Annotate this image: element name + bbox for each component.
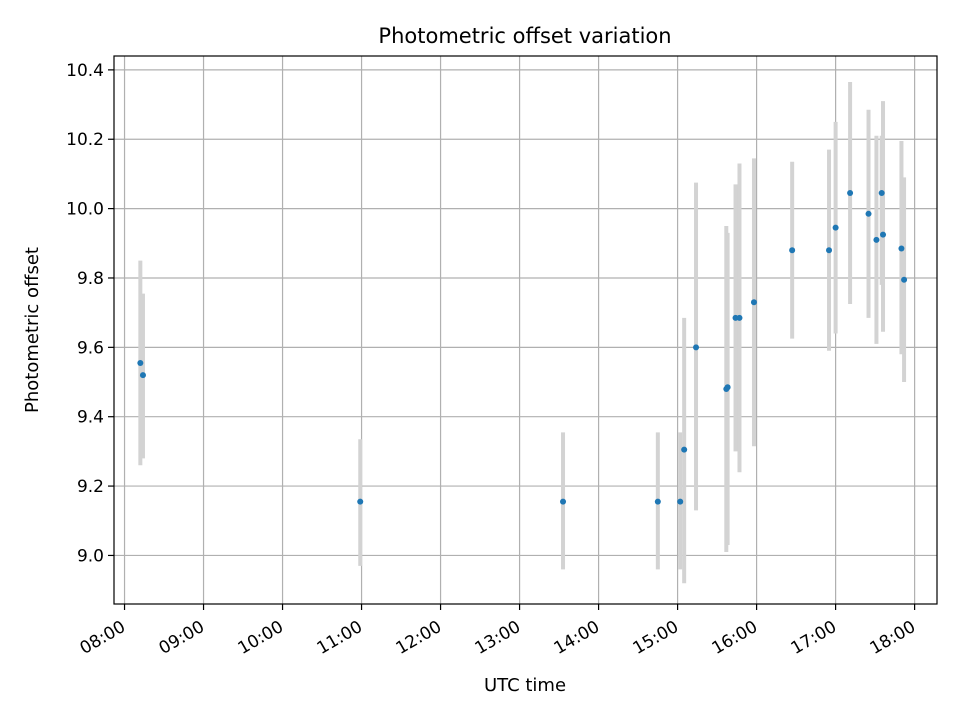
y-tick-label: 10.4 <box>66 61 104 81</box>
data-point <box>693 344 700 351</box>
y-axis-ticks: 9.0 9.2 9.4 9.6 9.8 10.0 10.2 10.4 <box>66 61 114 566</box>
x-axis-label: UTC time <box>484 675 566 696</box>
y-tick-label: 9.8 <box>77 269 104 289</box>
data-point <box>357 498 364 505</box>
x-tick-label: 10:00 <box>235 617 287 659</box>
data-point <box>560 498 567 505</box>
y-tick-label: 9.0 <box>77 546 104 566</box>
data-point <box>847 190 854 196</box>
x-tick-label: 15:00 <box>630 617 682 659</box>
data-point <box>832 224 839 231</box>
data-point <box>654 498 661 505</box>
data-point <box>681 446 688 453</box>
data-point <box>898 245 905 252</box>
error-bars <box>138 82 907 584</box>
y-axis-label: Photometric offset <box>22 247 43 413</box>
y-tick-label: 9.4 <box>77 408 104 428</box>
y-tick-label: 10.0 <box>66 200 104 220</box>
data-point <box>139 372 146 379</box>
x-tick-label: 16:00 <box>709 617 761 659</box>
data-point <box>137 359 144 366</box>
x-axis-ticks: 08:00 09:00 10:00 11:00 12:00 13:00 14:00 15:00… <box>77 604 919 659</box>
x-tick-label: 12:00 <box>393 617 445 659</box>
y-tick-label: 9.2 <box>77 477 104 497</box>
data-point <box>736 314 743 321</box>
data-point <box>677 498 684 505</box>
data-point <box>750 299 757 306</box>
plot-frame <box>113 55 938 605</box>
x-tick-label: 11:00 <box>314 617 366 659</box>
data-point <box>724 384 731 391</box>
data-points <box>137 190 908 505</box>
data-point <box>873 236 880 243</box>
x-tick-label: 14:00 <box>551 617 603 659</box>
data-point <box>878 190 885 196</box>
x-tick-label: 08:00 <box>77 617 129 659</box>
x-tick-label: 09:00 <box>156 617 208 659</box>
data-point <box>865 210 872 217</box>
data-point <box>826 247 833 254</box>
x-tick-label: 17:00 <box>788 617 840 659</box>
data-point <box>789 247 796 254</box>
x-tick-label: 18:00 <box>867 617 919 659</box>
y-tick-label: 10.2 <box>66 130 104 150</box>
x-tick-label: 13:00 <box>472 617 524 659</box>
chart-title: Photometric offset variation <box>378 24 671 48</box>
grid <box>114 56 937 604</box>
y-tick-label: 9.6 <box>77 338 104 358</box>
data-point <box>880 231 887 238</box>
data-point <box>901 276 908 283</box>
